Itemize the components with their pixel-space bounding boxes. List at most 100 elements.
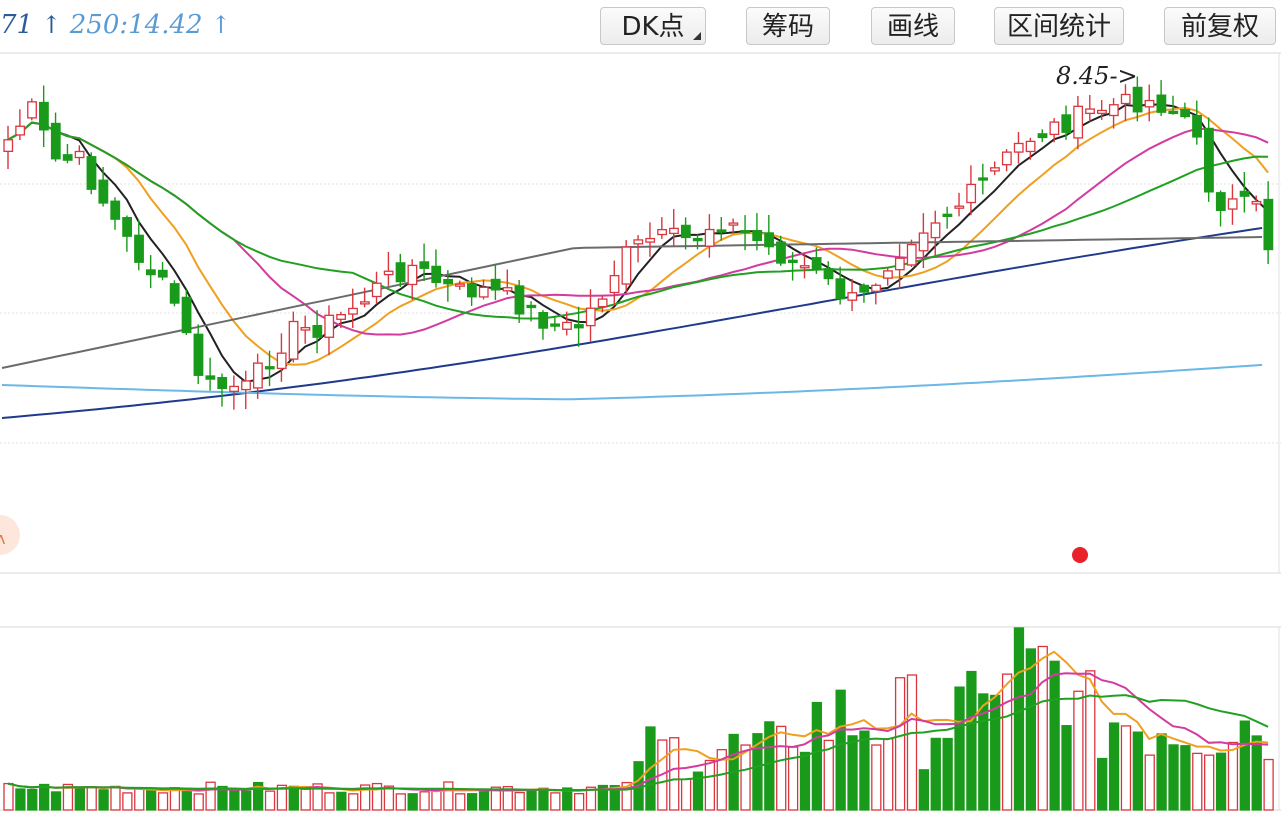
- volume-bar: [1192, 752, 1203, 811]
- candle-body: [883, 270, 893, 279]
- candle-body: [811, 257, 822, 270]
- candle-body: [157, 269, 168, 278]
- range-stats-label: 区间统计: [1006, 12, 1111, 42]
- volume-bar: [573, 792, 585, 811]
- candle-body: [609, 274, 620, 294]
- volume-bar: [692, 771, 704, 811]
- ma30-line: [7, 121, 1269, 320]
- candle-body: [1120, 93, 1131, 105]
- candle-body: [1085, 108, 1095, 115]
- volume-bar: [62, 783, 74, 811]
- candle-body: [1073, 105, 1084, 139]
- volume-bar: [276, 784, 288, 811]
- forward-adjust-button[interactable]: 前复权: [1164, 7, 1276, 45]
- candle-body: [455, 283, 465, 287]
- candle-body: [799, 265, 810, 269]
- volume-bar: [15, 788, 26, 811]
- candle-body: [431, 265, 442, 284]
- volume-bar: [264, 790, 276, 811]
- candle-body: [264, 366, 275, 370]
- volume-bar: [181, 790, 192, 811]
- dropdown-triangle-icon: [693, 32, 701, 40]
- volume-bar: [1049, 660, 1060, 811]
- candle-body: [3, 139, 14, 152]
- volume-bar: [134, 787, 145, 811]
- volume-bar: [930, 737, 941, 811]
- candle-body: [110, 200, 121, 220]
- candle-body: [657, 228, 667, 236]
- candle-body: [169, 283, 180, 304]
- volume-bar: [383, 785, 395, 811]
- volume-bar: [229, 790, 240, 811]
- volume-bar: [1025, 648, 1037, 811]
- candle-body: [229, 385, 240, 392]
- volume-bar: [978, 693, 989, 811]
- candle-body: [1215, 192, 1226, 211]
- volume-bar: [954, 686, 965, 811]
- draw-line-button[interactable]: 画线: [871, 7, 955, 45]
- price-candles: [3, 76, 1274, 410]
- ma-readout: 71 ↑ 250:14.42 ↑: [0, 10, 231, 40]
- candle-body: [633, 239, 644, 245]
- volume-bar: [823, 739, 834, 811]
- volume-bar: [1227, 741, 1239, 811]
- draw-line-label: 画线: [886, 12, 939, 42]
- volume-bar: [502, 786, 513, 811]
- volume-bar: [1120, 725, 1132, 811]
- volume-bar: [193, 793, 204, 811]
- candle-body: [205, 375, 216, 380]
- candle-body: [15, 125, 26, 136]
- chips-label: 筹码: [761, 12, 814, 42]
- candle-body: [1061, 114, 1072, 133]
- volume-bar: [1144, 754, 1155, 811]
- candle-body: [490, 278, 501, 291]
- volume-bar: [776, 725, 787, 811]
- volume-bar: [894, 677, 906, 811]
- candle-body: [562, 321, 572, 330]
- candle-body: [823, 268, 834, 280]
- candle-body: [193, 333, 204, 376]
- volume-bar: [871, 744, 882, 811]
- volume-bar: [1001, 673, 1013, 811]
- volume-bar: [252, 781, 264, 811]
- candle-body: [942, 213, 953, 217]
- ma250-line: [1, 363, 1263, 401]
- candle-body: [1168, 110, 1179, 115]
- candle-body: [1192, 114, 1202, 138]
- volume-bar: [1037, 645, 1048, 811]
- candle-body: [1227, 198, 1238, 210]
- red-dot-marker: [1072, 547, 1088, 563]
- volume-bar: [906, 674, 918, 811]
- vol-ma20-line: [7, 694, 1269, 792]
- candle-body: [918, 232, 929, 252]
- candle-body: [621, 246, 632, 285]
- volume-bar: [300, 788, 311, 811]
- candle-body: [241, 380, 251, 391]
- candle-body: [336, 313, 347, 320]
- candle-body: [740, 230, 751, 234]
- candle-body: [930, 222, 941, 239]
- dk-point-button[interactable]: DK点: [600, 7, 706, 45]
- candle-body: [371, 282, 382, 298]
- volume-bar: [146, 788, 157, 811]
- volume-bar: [122, 792, 133, 811]
- volume-bar: [966, 670, 977, 811]
- volume-bar: [752, 733, 763, 811]
- chart-overlay: 8.45-> ᴧ: [0, 62, 1138, 563]
- volume-bar: [359, 784, 371, 811]
- volume-bar: [371, 782, 383, 811]
- ma250-value: 250:14.42: [69, 10, 203, 40]
- chips-button[interactable]: 筹码: [746, 7, 830, 45]
- candle-body: [62, 154, 73, 161]
- volume-bar: [336, 791, 347, 811]
- candle-body: [1180, 109, 1191, 118]
- candle-body: [383, 270, 394, 276]
- price-moving-averages: [1, 103, 1269, 419]
- range-stats-button[interactable]: 区间统计: [994, 7, 1124, 45]
- candle-body: [1037, 133, 1048, 139]
- candle-body: [954, 205, 965, 209]
- candle-body: [847, 292, 858, 301]
- candle-body: [407, 264, 418, 286]
- candle-body: [966, 183, 977, 204]
